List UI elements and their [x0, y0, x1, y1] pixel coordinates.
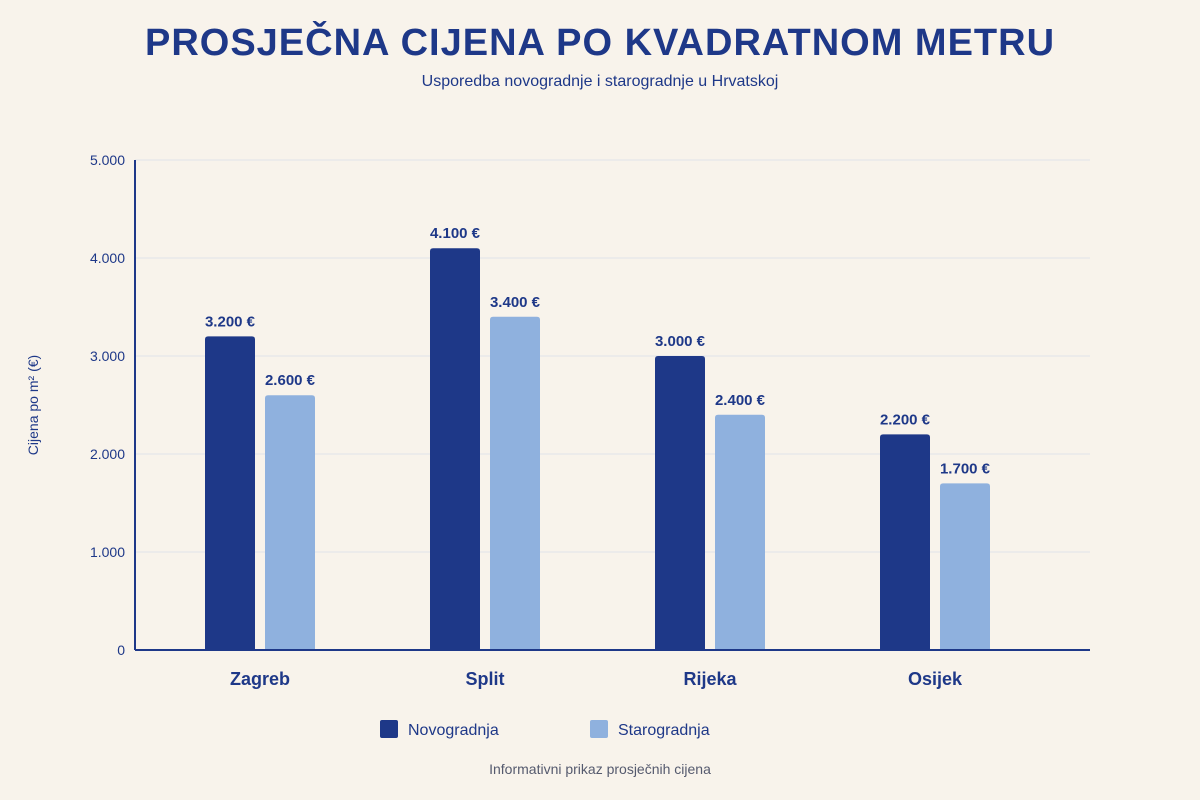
bar	[880, 434, 930, 650]
bar	[715, 414, 765, 650]
y-tick-label: 3.000	[90, 348, 125, 364]
chart-subtitle: Usporedba novogradnje i starogradnje u H…	[421, 73, 779, 90]
chart-footnote: Informativni prikaz prosječnih cijena	[489, 761, 711, 777]
data-label: 2.200 €	[880, 411, 931, 428]
data-label: 4.100 €	[430, 225, 481, 242]
legend-swatch	[590, 720, 608, 738]
data-label: 2.600 €	[265, 372, 316, 389]
y-tick-label: 2.000	[90, 446, 125, 462]
data-label: 3.400 €	[490, 294, 541, 311]
x-tick-label: Zagreb	[230, 669, 290, 689]
y-tick-label: 4.000	[90, 250, 125, 266]
y-axis-label: Cijena po m² (€)	[25, 355, 41, 455]
bar	[265, 395, 315, 650]
chart-title: PROSJEČNA CIJENA PO KVADRATNOM METRU	[144, 22, 1056, 64]
y-tick-label: 0	[117, 642, 125, 658]
bar	[655, 356, 705, 650]
x-tick-label: Split	[466, 669, 505, 689]
legend-label: Novogradnja	[408, 722, 499, 739]
legend-swatch	[380, 720, 398, 738]
y-tick-label: 5.000	[90, 152, 125, 168]
data-label: 3.200 €	[205, 313, 256, 330]
bar	[430, 248, 480, 650]
bar	[940, 483, 990, 650]
bar	[205, 336, 255, 650]
x-tick-label: Osijek	[908, 669, 963, 689]
bar	[490, 316, 540, 650]
y-tick-label: 1.000	[90, 544, 125, 560]
legend-label: Starogradnja	[618, 722, 710, 739]
data-label: 3.000 €	[655, 333, 706, 350]
x-tick-label: Rijeka	[683, 669, 737, 689]
data-label: 2.400 €	[715, 392, 766, 409]
data-label: 1.700 €	[940, 460, 991, 477]
